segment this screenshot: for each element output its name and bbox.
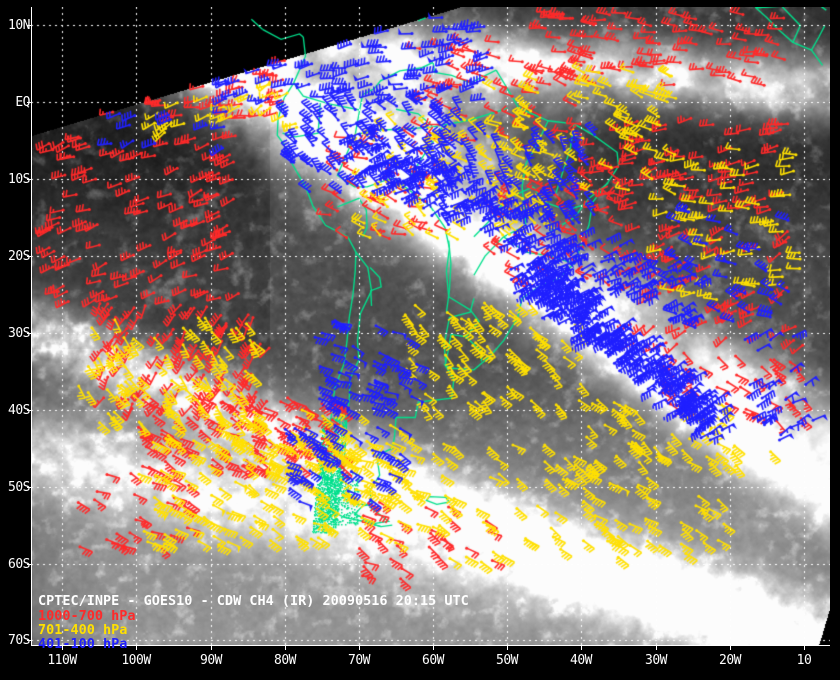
axis-line-left	[31, 7, 32, 646]
x-tick	[359, 645, 360, 650]
y-axis-label: 20S	[8, 249, 30, 264]
x-tick	[804, 645, 805, 650]
map-plot-area	[31, 7, 830, 645]
legend-item-low: 1000-700 hPa	[38, 608, 136, 624]
y-axis-label: 10N	[8, 18, 30, 33]
y-tick	[27, 25, 32, 26]
x-tick	[136, 645, 137, 650]
x-axis-label: 40W	[570, 653, 592, 668]
figure-caption: CPTEC/INPE - GOES10 - CDW CH4 (IR) 20090…	[38, 593, 469, 609]
x-axis-label: 100W	[121, 653, 151, 668]
x-axis-label: 90W	[200, 653, 222, 668]
legend-item-high: 401-100 hPa	[38, 636, 128, 652]
y-axis-label: 10S	[8, 172, 30, 187]
x-tick	[285, 645, 286, 650]
y-axis-label: EQ	[15, 95, 30, 110]
legend-item-mid: 701-400 hPa	[38, 622, 128, 638]
x-axis-label: 30W	[645, 653, 667, 668]
y-tick	[27, 487, 32, 488]
x-tick	[581, 645, 582, 650]
x-tick	[656, 645, 657, 650]
y-axis-label: 70S	[8, 633, 30, 648]
y-tick	[27, 102, 32, 103]
x-axis-label: 10	[796, 653, 812, 668]
x-axis-label: 60W	[422, 653, 444, 668]
y-tick	[27, 179, 32, 180]
wind-barb-overlay	[31, 7, 830, 645]
x-axis-label: 70W	[348, 653, 370, 668]
y-axis-label: 40S	[8, 403, 30, 418]
y-tick	[27, 564, 32, 565]
x-tick	[62, 645, 63, 650]
x-tick	[507, 645, 508, 650]
y-axis-label: 30S	[8, 326, 30, 341]
y-axis-label: 50S	[8, 480, 30, 495]
y-tick	[27, 640, 32, 641]
y-axis-label: 60S	[8, 557, 30, 572]
y-tick	[27, 333, 32, 334]
x-axis-label: 50W	[496, 653, 518, 668]
x-tick	[211, 645, 212, 650]
x-tick	[730, 645, 731, 650]
y-tick	[27, 256, 32, 257]
x-axis-label: 110W	[47, 653, 77, 668]
x-axis-label: 20W	[719, 653, 741, 668]
y-tick	[27, 410, 32, 411]
x-axis-label: 80W	[274, 653, 296, 668]
axis-line-bottom	[31, 645, 830, 646]
x-tick	[433, 645, 434, 650]
